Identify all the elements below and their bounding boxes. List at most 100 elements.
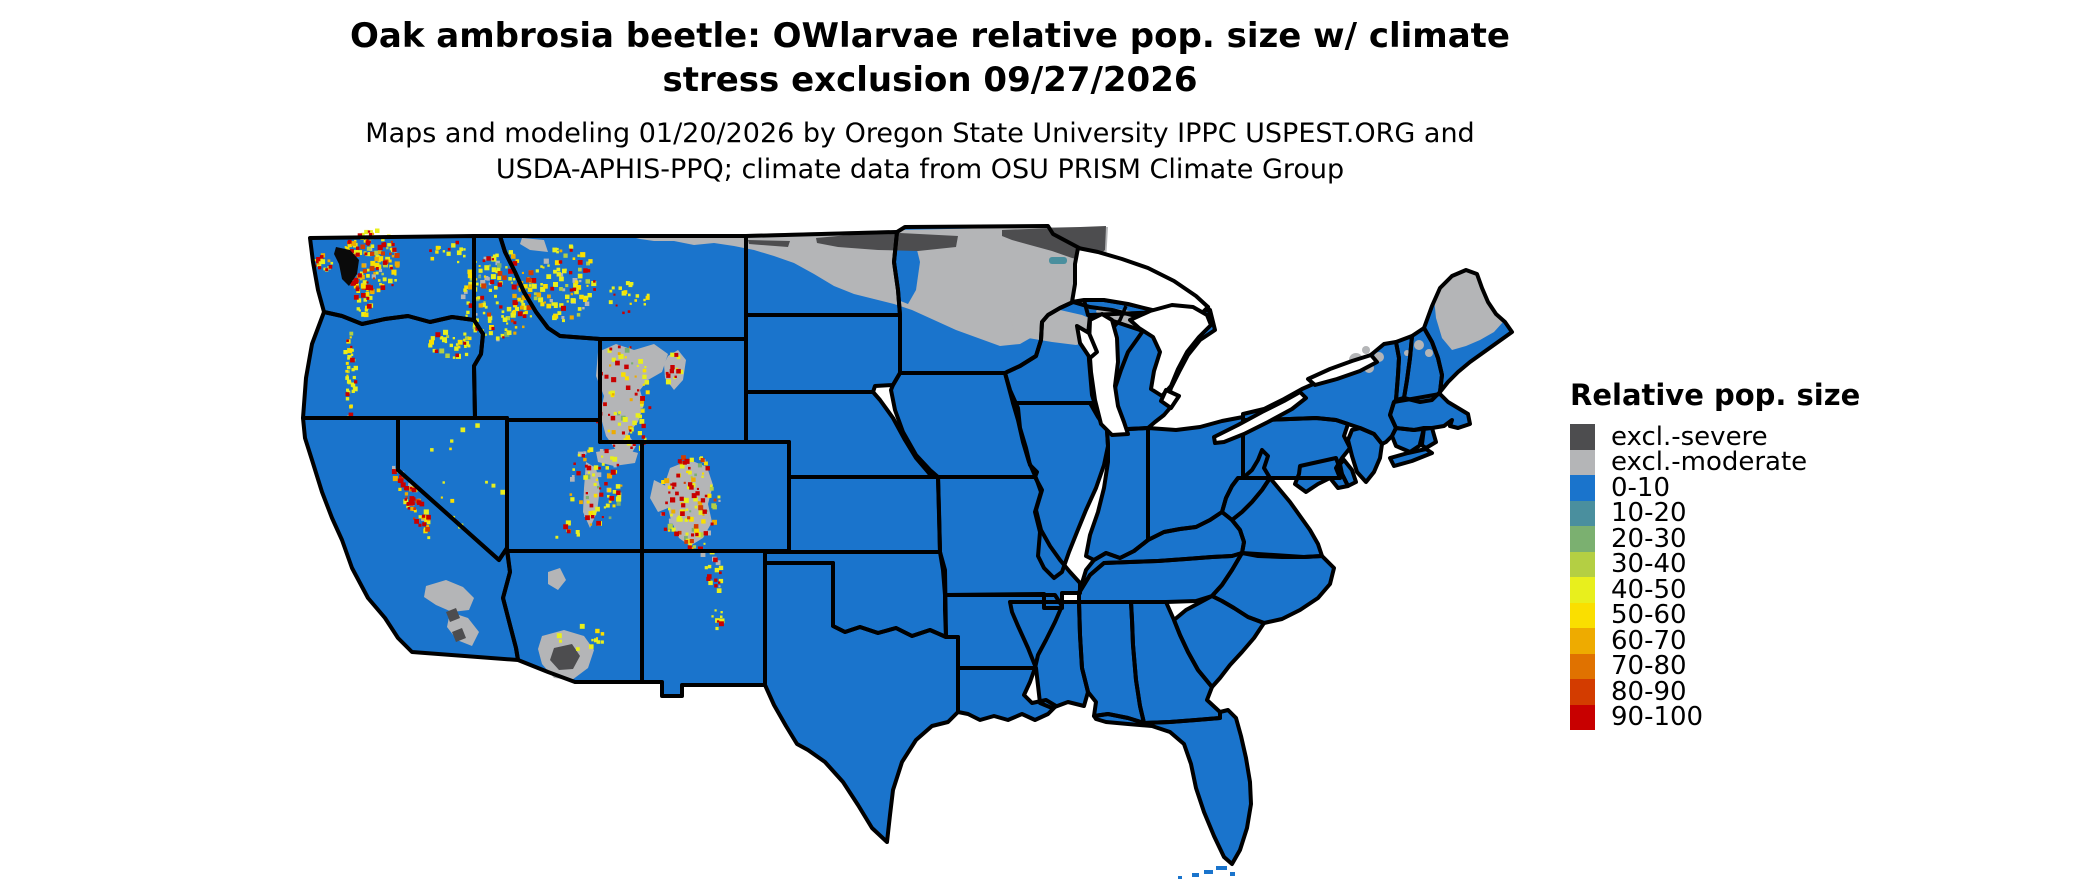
legend-swatch xyxy=(1570,679,1595,705)
hotspot-dot xyxy=(508,250,513,255)
hotspot-dot xyxy=(603,402,607,407)
hotspot-dot xyxy=(687,545,692,550)
florida-keys xyxy=(1178,866,1235,879)
hotspot-dot xyxy=(563,524,569,530)
patch-s-ca-severe-2 xyxy=(452,628,466,642)
hotspot-dot xyxy=(701,519,706,524)
hotspot-dot xyxy=(676,355,681,360)
hotspot-dot xyxy=(447,247,451,251)
hotspot-dot xyxy=(327,259,331,263)
patch-az-severe-core xyxy=(550,644,580,670)
hotspot-dot xyxy=(586,269,591,273)
hotspot-dot xyxy=(346,365,351,370)
hotspot-dot xyxy=(702,509,707,514)
hotspot-dot xyxy=(369,289,375,294)
hotspot-dot xyxy=(435,332,441,338)
legend-item-20-30: 20-30 xyxy=(1570,524,1860,554)
hotspot-dot xyxy=(506,322,509,325)
hotspot-dot xyxy=(687,485,691,490)
hotspot-dot xyxy=(609,496,615,501)
hotspot-dot xyxy=(526,305,532,310)
hotspot-dot xyxy=(591,638,594,642)
hotspot-dot xyxy=(360,283,366,289)
hotspot-dot xyxy=(421,516,425,520)
hotspot-dot xyxy=(556,633,562,639)
hotspot-dot xyxy=(387,243,391,247)
hotspot-dot xyxy=(668,507,671,511)
hotspot-dot xyxy=(684,518,688,522)
hotspot-dot xyxy=(609,289,613,293)
hotspot-dot xyxy=(505,316,510,321)
hotspot-dot xyxy=(618,286,622,290)
hotspot-dot xyxy=(596,640,601,644)
hotspot-dot xyxy=(399,474,402,478)
hotspot-dot xyxy=(442,481,445,484)
hotspot-dot xyxy=(635,294,640,298)
hotspot-dot xyxy=(674,352,679,357)
hotspot-dot xyxy=(521,302,526,307)
hotspot-dot xyxy=(345,369,348,373)
title-line-1: Oak ambrosia beetle: OWlarvae relative p… xyxy=(349,16,1510,56)
hotspot-dot xyxy=(555,535,559,539)
hotspot-dot xyxy=(679,518,683,522)
hotspot-dot xyxy=(488,331,493,336)
hotspot-dot xyxy=(564,268,567,271)
hotspot-dot xyxy=(385,256,391,262)
hotspot-dot xyxy=(685,532,689,536)
hotspot-dot xyxy=(681,514,684,518)
hotspot-dot xyxy=(595,506,600,512)
hotspot-dot xyxy=(707,574,712,579)
hotspot-dot xyxy=(588,501,592,505)
hotspot-dot xyxy=(572,468,575,471)
hotspot-dot xyxy=(512,278,516,281)
hotspot-dot xyxy=(367,230,371,233)
hotspot-dot xyxy=(608,300,613,305)
hotspot-dot xyxy=(601,462,605,466)
hotspot-dot xyxy=(413,507,416,510)
hotspot-dot xyxy=(570,245,574,249)
hotspot-dot xyxy=(391,242,395,247)
hotspot-dot xyxy=(464,345,467,348)
hotspot-dot xyxy=(494,285,498,290)
hotspot-dot xyxy=(403,487,407,490)
hotspot-dot xyxy=(353,277,359,283)
hotspot-dot xyxy=(490,274,496,280)
hotspot-dot xyxy=(516,282,520,286)
hotspot-dot xyxy=(455,353,459,358)
hotspot-dot xyxy=(596,520,601,526)
hotspot-dot xyxy=(464,341,470,347)
hotspot-dot xyxy=(366,246,371,251)
hotspot-dot xyxy=(577,307,582,311)
hotspot-dot xyxy=(615,304,618,307)
hotspot-dot xyxy=(411,487,417,493)
hotspot-dot xyxy=(719,571,722,575)
hotspot-dot xyxy=(643,298,646,302)
legend-label: 30-40 xyxy=(1611,549,1687,580)
hotspot-dot xyxy=(695,532,699,537)
hotspot-dot xyxy=(508,268,514,274)
hotspot-dot xyxy=(562,268,567,274)
hotspot-dot xyxy=(513,331,517,335)
hotspot-dot xyxy=(512,309,517,314)
hotspot-dot xyxy=(617,345,621,349)
hotspot-dot xyxy=(571,475,575,478)
hotspot-dot xyxy=(718,585,721,588)
hotspot-dot xyxy=(357,273,362,278)
hotspot-dot xyxy=(616,501,621,506)
hotspot-dot xyxy=(366,281,369,284)
hotspot-dot xyxy=(381,272,384,276)
hotspot-dot xyxy=(372,277,375,280)
hotspot-dot xyxy=(608,516,612,520)
hotspot-dot xyxy=(611,286,615,290)
hotspot-dot xyxy=(671,509,676,514)
hotspot-dot xyxy=(698,505,704,511)
hotspot-dot xyxy=(540,283,543,286)
hotspot-dot xyxy=(591,281,597,287)
legend-item-50-60: 50-60 xyxy=(1570,600,1860,630)
hotspot-dot xyxy=(629,302,632,305)
hotspot-dot xyxy=(504,328,508,331)
hotspot-dot xyxy=(575,530,580,534)
hotspot-dot xyxy=(390,240,393,243)
hotspot-dot xyxy=(638,359,643,364)
hotspot-dot xyxy=(350,345,353,349)
